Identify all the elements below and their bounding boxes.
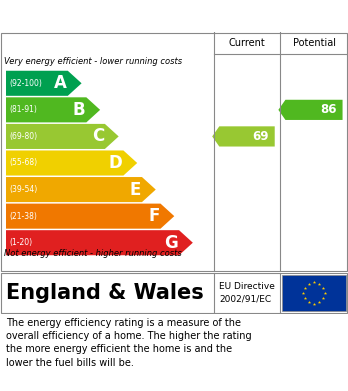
Polygon shape (6, 177, 156, 202)
Text: (1-20): (1-20) (9, 238, 32, 247)
Polygon shape (6, 204, 174, 229)
Text: Not energy efficient - higher running costs: Not energy efficient - higher running co… (4, 249, 182, 258)
Text: The energy efficiency rating is a measure of the
overall efficiency of a home. T: The energy efficiency rating is a measur… (6, 318, 252, 368)
Text: (21-38): (21-38) (9, 212, 37, 221)
Text: 69: 69 (253, 130, 269, 143)
Polygon shape (278, 100, 342, 120)
Text: 86: 86 (320, 103, 337, 117)
Text: (39-54): (39-54) (9, 185, 37, 194)
Text: C: C (92, 127, 104, 145)
Text: Energy Efficiency Rating: Energy Efficiency Rating (9, 9, 230, 23)
Text: Very energy efficient - lower running costs: Very energy efficient - lower running co… (4, 57, 182, 66)
Polygon shape (6, 71, 81, 96)
Text: G: G (164, 234, 178, 252)
Polygon shape (6, 124, 119, 149)
Bar (282, 275, 346, 311)
Text: (81-91): (81-91) (9, 105, 37, 114)
Text: B: B (73, 101, 85, 119)
Text: England & Wales: England & Wales (6, 283, 204, 303)
Text: (69-80): (69-80) (9, 132, 37, 141)
Text: Current: Current (229, 38, 266, 48)
Text: 2002/91/EC: 2002/91/EC (219, 295, 271, 304)
Polygon shape (6, 230, 193, 255)
Polygon shape (6, 97, 100, 122)
Text: (92-100): (92-100) (9, 79, 42, 88)
Text: F: F (148, 207, 159, 225)
Polygon shape (212, 126, 275, 147)
Text: A: A (54, 74, 67, 92)
Text: D: D (109, 154, 122, 172)
Text: Potential: Potential (293, 38, 335, 48)
Text: EU Directive: EU Directive (219, 282, 275, 291)
Text: E: E (129, 181, 141, 199)
Text: (55-68): (55-68) (9, 158, 37, 167)
Polygon shape (6, 151, 137, 176)
